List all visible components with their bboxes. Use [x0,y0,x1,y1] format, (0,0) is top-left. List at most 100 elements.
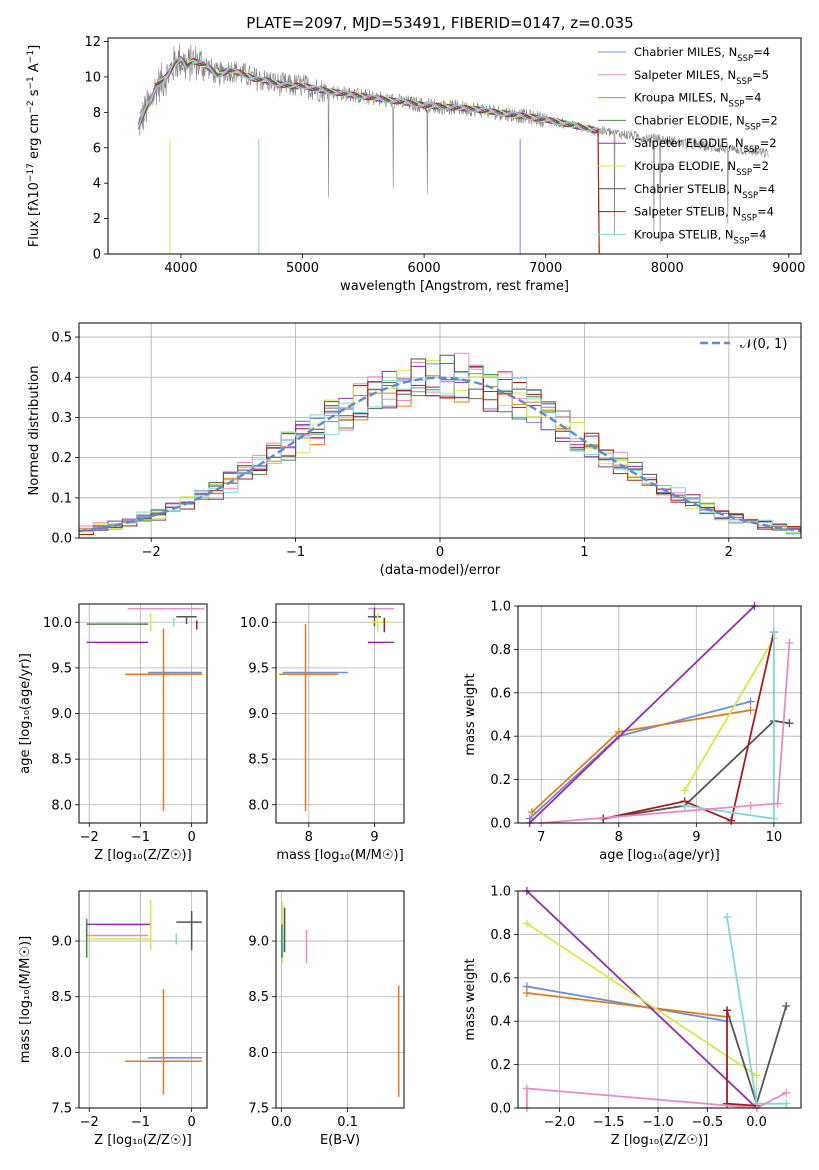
x-tick-label: 8000 [651,261,684,276]
residual-histogram-panel: −2 −1 0 1 2 0.0 0.1 0.2 0.3 0.4 0.5 (data-model)/er… [27,322,802,578]
axes-frame [78,603,208,824]
legend-label-sub: SSP [729,100,745,110]
weight-marker [769,628,778,637]
y-tick-label: 10.0 [240,616,269,631]
y-axis-label: Flux [fλ10−17 erg cm−2 s−1 A−1] [26,45,42,247]
y-tick-label: 9.5 [248,661,269,676]
y-axis-label-part: −17 [26,163,36,182]
legend-label-text: Chabrier STELIB, N [634,182,742,196]
weight-marker [746,706,755,715]
x-axis-label: age [log₁₀(age/yr)] [599,848,720,863]
x-tick-label: −2.0 [544,1115,576,1130]
y-axis-label: mass weight [463,673,478,755]
model-spectrum-line [137,56,599,132]
weight-line [528,606,756,823]
x-axis-label: E(B-V) [320,1133,360,1148]
weight-marker [680,786,689,795]
y-tick-label: 6 [93,141,101,156]
gaussian-curve [79,376,801,533]
axes-frame [517,605,802,824]
y-tick-label: 8.0 [248,798,269,813]
mass-vs-metallicity-panel: −2 −1 0 7.5 8.0 8.5 9.0 Z [log₁₀(Z/Z☉)] mass [lo… [18,890,208,1148]
spectrum-panel: 4000 5000 6000 7000 8000 9000 0 2 4 6 8 10 12 wavelen… [26,35,805,294]
axes-frame [107,37,802,255]
weight-marker [522,1084,531,1093]
x-tick-label: −1.0 [642,1115,674,1130]
weight-line [528,700,751,820]
legend-label-value: =4 [757,205,774,219]
figure-title: PLATE=2097, MJD=53491, FIBERID=0147, z=0… [246,14,633,32]
y-tick-label: 8.0 [51,798,72,813]
weight-marker [782,1099,791,1108]
x-tick-label: 9 [692,830,700,845]
y-tick-label: 9.0 [51,707,72,722]
legend-label-value: =2 [752,159,769,173]
mass-vs-extinction-panel: 0.0 0.1 7.5 8.0 8.5 9.0 E(B-V) [248,890,405,1148]
age-vs-metallicity-panel: −2 −1 0 8.0 8.5 9.0 9.5 10.0 Z [log₁₀(Z/Z☉)] age … [18,603,208,863]
weight-marker [746,801,755,810]
x-tick-label: 7000 [529,261,562,276]
y-axis-label: Normed distribution [27,366,42,496]
weight-marker [782,1088,791,1097]
residual-histogram [79,354,801,531]
residual-histogram [79,365,801,534]
legend-label: Chabrier ELODIE, NSSP=2 [634,113,778,132]
y-tick-label: 0.0 [51,532,72,547]
legend-label-sub: SSP [734,236,750,246]
legend-label: Kroupa ELODIE, NSSP=2 [634,159,769,178]
weight-marker [769,814,778,823]
y-tick-label: 0.6 [490,686,511,701]
y-tick-label: 0.2 [490,773,511,788]
legend-label: Kroupa MILES, NSSP=4 [634,91,761,110]
model-spectrum-line [137,56,600,254]
weight-marker [723,1006,732,1015]
legend-label-value: =4 [744,91,761,105]
y-tick-label: 12 [84,35,101,50]
legend-label-text: Salpeter STELIB, N [634,205,741,219]
y-axis-label: mass [log₁₀(M/M☉)] [18,936,33,1063]
x-tick-label: −1 [131,1115,150,1130]
y-axis-label: mass weight [463,958,478,1040]
weight-line [603,631,775,823]
x-tick-label: −1 [131,830,150,845]
weight-marker [614,727,623,736]
y-tick-label: 7.5 [51,1102,72,1117]
y-axis-label-part: s [27,89,42,100]
x-axis-label: mass [log₁₀(M/M☉)] [276,848,403,863]
y-tick-label: 8.0 [51,1046,72,1061]
age-vs-mass-panel: 8 9 8.0 8.5 9.0 9.5 10.0 mass [log₁₀(M/M☉)] [240,603,405,863]
y-tick-label: 0.1 [51,491,72,506]
mass-weight-vs-metallicity-panel: −2.0 −1.5 −1.0 −0.5 0.0 0.0 0.2 0.4 0.6 0.8 1.0 Z [… [463,885,802,1148]
legend-label-sub: SSP [742,191,758,201]
weight-marker [785,719,794,728]
y-axis-label: age [log₁₀(age/yr)] [18,653,33,774]
legend-label-text: Kroupa MILES, N [634,91,729,105]
legend-label-sub: SSP [741,214,757,224]
mass-weight-vs-age-panel: 7 8 9 10 0.0 0.2 0.4 0.6 0.8 1.0 age [log₁₀(age/yr… [463,600,802,863]
weight-line [531,709,751,813]
y-tick-label: 1.0 [490,600,511,615]
y-axis-label-part: erg cm [27,114,42,163]
x-tick-label: 4000 [164,261,197,276]
y-tick-label: 0.4 [490,730,511,745]
x-tick-label: 0.0 [746,1115,767,1130]
y-tick-label: 0.8 [490,928,511,943]
legend-label-sub: SSP [744,145,760,155]
weight-marker [785,638,794,647]
y-tick-label: 0.2 [51,451,72,466]
y-tick-label: 0.6 [490,971,511,986]
x-tick-label: 1 [580,545,588,560]
legend-label-value: =4 [753,45,770,59]
legend-label: Salpeter STELIB, NSSP=4 [634,205,774,224]
weight-line [603,720,790,820]
x-tick-label: 9000 [772,261,805,276]
y-tick-label: 0.5 [51,331,72,346]
y-tick-label: 9.0 [51,935,72,950]
weight-marker [522,988,531,997]
weight-marker [746,697,755,706]
y-tick-label: 8.5 [248,753,269,768]
legend-label-text: Kroupa ELODIE, N [634,159,736,173]
weight-marker [680,801,689,810]
y-tick-label: 8.5 [248,990,269,1005]
